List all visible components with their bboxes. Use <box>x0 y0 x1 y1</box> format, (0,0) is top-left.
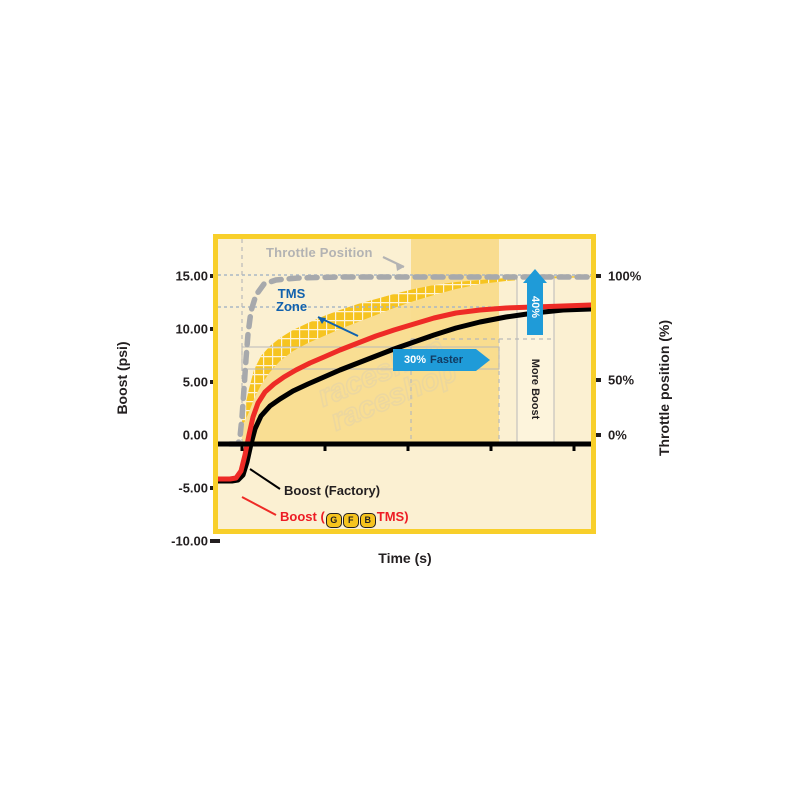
y-axis-title-right: Throttle position (%) <box>656 319 672 457</box>
tms-zone-leader-line <box>317 316 359 337</box>
factory-leader-line <box>249 468 281 490</box>
y-tickmark-right-50 <box>591 378 601 382</box>
chart-canvas: Boost (psi) Throttle position (%) Time (… <box>114 228 675 573</box>
x-axis-title: Time (s) <box>378 550 432 566</box>
y-axis-title-left: Boost (psi) <box>114 341 130 415</box>
throttle-leader-arrow <box>396 264 404 271</box>
y-tick-right-100: 100% <box>608 268 642 284</box>
forty-percent-arrow <box>523 269 547 335</box>
plot-graphics: raceshop raceshop <box>218 239 591 516</box>
thirty-percent-faster-arrow <box>393 349 490 371</box>
thirty-percent-faster-label: 30% Faster <box>396 349 463 371</box>
throttle-position-line <box>227 274 591 447</box>
more-boost-label: More Boost <box>529 358 541 420</box>
boost-factory-line <box>218 306 591 484</box>
y-tick-right-0: 0% <box>608 427 627 443</box>
boost-tms-line <box>218 302 591 482</box>
y-tick-left-15: 15.00 <box>175 268 208 284</box>
y-tickmark-right-0 <box>591 433 601 437</box>
forty-percent-value: 40% <box>529 295 541 319</box>
thirty-percent-word: Faster <box>430 354 464 366</box>
y-tick-left-10: 10.00 <box>175 321 208 337</box>
y-tick-left-0: 0.00 <box>182 427 208 443</box>
thirty-percent-value: 30% <box>404 354 427 366</box>
y-tick-left-neg5: -5.00 <box>178 480 208 496</box>
y-tickmark-right-100 <box>591 274 601 278</box>
plot-area: raceshop raceshop <box>213 234 596 534</box>
tms-zone-leader-arrow <box>318 317 326 324</box>
y-tick-left-neg10: -10.00 <box>171 533 208 549</box>
throttle-leader-line <box>382 256 405 268</box>
y-tick-right-50: 50% <box>608 372 635 388</box>
y-tick-left-5: 5.00 <box>182 374 208 390</box>
y-tickmark-left-neg10 <box>210 539 220 543</box>
tms-legend-leader-line <box>241 496 277 516</box>
